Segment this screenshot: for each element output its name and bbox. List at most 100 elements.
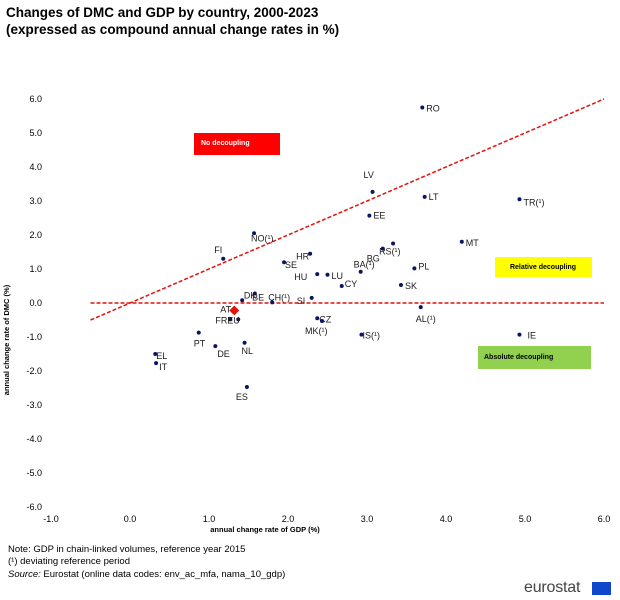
zone-absolute-decoupling-box: [478, 346, 591, 369]
point-label-lt: LT: [429, 192, 439, 202]
point-label-it: IT: [159, 362, 168, 372]
note-source: Source: Eurostat (online data codes: env…: [8, 569, 285, 581]
point-label-be: BE: [252, 292, 264, 302]
point-es: [244, 384, 249, 389]
point-label-hu: HU: [294, 272, 307, 282]
y-tick-label: 1.0: [29, 264, 42, 274]
source-label: Source:: [8, 569, 41, 580]
x-tick-label: 2.0: [282, 514, 295, 524]
zone-absolute-decoupling-label: Absolute decoupling: [484, 354, 553, 361]
point-label-no: NO(¹): [251, 233, 274, 243]
y-tick-label: 5.0: [29, 128, 42, 138]
point-ee: [367, 213, 372, 218]
point-label-pt: PT: [194, 339, 206, 349]
y-tick-label: 3.0: [29, 196, 42, 206]
point-label-ba: BA(¹): [354, 260, 375, 270]
point-label-eu: EU: [227, 315, 240, 325]
zone-relative-decoupling-box: [495, 257, 592, 277]
y-tick-label: -6.0: [26, 502, 42, 512]
x-tick-label: -1.0: [43, 514, 59, 524]
point-label-cy: CY: [345, 279, 358, 289]
point-it: [154, 361, 159, 366]
y-tick-label: -5.0: [26, 468, 42, 478]
point-label-bg: BG: [367, 254, 380, 264]
point-al: [418, 305, 423, 310]
point-hr: [308, 251, 313, 256]
point-label-fr: FR: [215, 315, 227, 325]
point-label-is: IS(¹): [362, 331, 380, 341]
diagonal-reference-line: [90, 98, 605, 321]
note-deviating-period: (¹) deviating reference period: [8, 556, 130, 567]
point-sk: [398, 282, 403, 287]
point-label-ee: EE: [373, 211, 385, 221]
point-fi: [221, 256, 226, 261]
point-label-al: AL(¹): [416, 314, 436, 324]
x-tick-label: 1.0: [203, 514, 216, 524]
point-lu: [325, 272, 330, 277]
y-tick-label: -1.0: [26, 332, 42, 342]
y-tick-label: 2.0: [29, 230, 42, 240]
point-label-nl: NL: [242, 346, 254, 356]
eurostat-logo-text: eurostat: [524, 579, 581, 596]
point-rs: [391, 241, 396, 246]
point-nl: [242, 340, 247, 345]
note-gdp: Note: GDP in chain-linked volumes, refer…: [8, 544, 246, 555]
point-no: [252, 231, 257, 236]
zone-no-decoupling-box: [194, 133, 280, 155]
chart-title-line1: Changes of DMC and GDP by country, 2000-…: [6, 5, 319, 20]
chart-title: Changes of DMC and GDP by country, 2000-…: [6, 4, 606, 38]
point-tr: [517, 197, 522, 202]
point-mt: [459, 239, 464, 244]
point-label-cz: CZ: [319, 314, 331, 324]
point-fr: [228, 317, 233, 322]
x-tick-label: 5.0: [519, 514, 532, 524]
point-label-ie: IE: [527, 331, 536, 341]
point-cz: [315, 316, 320, 321]
point-label-de: DE: [217, 349, 230, 359]
point-se: [282, 260, 287, 265]
point-el: [153, 352, 158, 356]
point-ch: [270, 300, 275, 305]
point-si: [309, 295, 314, 300]
point-lv: [370, 189, 375, 194]
eu-flag-icon: [592, 582, 611, 595]
y-tick-label: -2.0: [26, 366, 42, 376]
point-label-pl: PL: [418, 261, 429, 271]
chart-title-line2: (expressed as compound annual change rat…: [6, 22, 340, 37]
zone-relative-decoupling-label: Relative decoupling: [510, 264, 576, 271]
point-bg: [380, 246, 385, 251]
point-ba: [358, 269, 363, 274]
point-ie: [517, 332, 522, 337]
point-label-es: ES: [236, 392, 248, 402]
point-ro: [420, 105, 425, 110]
point-label-lv: LV: [364, 170, 374, 180]
point-cy: [339, 284, 344, 288]
point-dk: [252, 291, 257, 296]
point-label-fi: FI: [214, 245, 222, 255]
point-pt: [196, 330, 201, 335]
point-label-at: AT: [220, 304, 231, 314]
point-label-hr: HR: [296, 252, 309, 262]
point-label-si: SI: [297, 296, 306, 306]
y-tick-label: 4.0: [29, 162, 42, 172]
point-label-lu: LU: [332, 271, 344, 281]
point-mk: [319, 319, 324, 324]
x-tick-label: 3.0: [361, 514, 374, 524]
point-label-tr: TR(¹): [523, 197, 544, 207]
point-label-rs: RS(¹): [379, 247, 401, 257]
point-label-ro: RO: [426, 104, 440, 114]
point-is: [359, 332, 364, 337]
point-label-dk: DK: [244, 290, 257, 300]
scatter-chart: 6.0 5.0 4.0 3.0 2.0 1.0 0.0 -1.0 -2.0 -3.0 -4.0 -5.…: [2, 94, 610, 534]
point-label-ch: CH(¹): [268, 292, 290, 302]
point-label-se: SE: [285, 260, 297, 270]
point-at: [229, 305, 240, 316]
y-tick-label: 0.0: [29, 298, 42, 308]
point-be: [240, 298, 245, 303]
point-label-el: EL: [156, 351, 167, 361]
point-pl: [412, 266, 417, 271]
zone-no-decoupling-label: No decoupling: [201, 140, 250, 147]
y-tick-label: 6.0: [29, 94, 42, 104]
x-tick-label: 4.0: [440, 514, 453, 524]
point-eu: [236, 317, 241, 322]
